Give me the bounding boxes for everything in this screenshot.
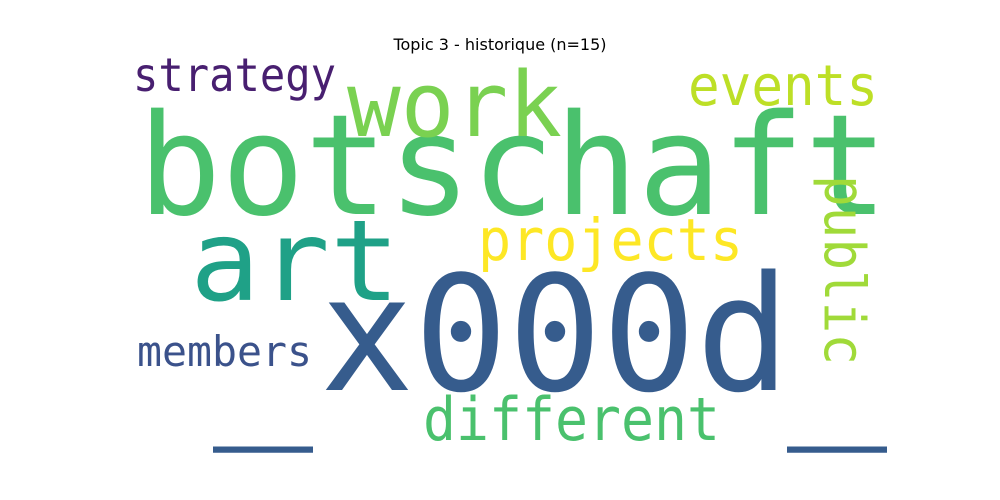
word-x000d: x000d — [320, 241, 790, 428]
word-underscore-2: _ — [787, 266, 888, 453]
word-underscore: _ — [213, 266, 314, 453]
word-events: events — [688, 54, 878, 119]
word-strategy: strategy — [133, 48, 336, 102]
word-art: art — [190, 197, 400, 327]
chart-title: Topic 3 - historique (n=15) — [393, 35, 607, 54]
word-botschaft: botschaft — [138, 85, 888, 248]
word-public: public — [811, 175, 876, 365]
word-members: members — [137, 327, 312, 376]
word-different: different — [423, 385, 720, 455]
word-projects: projects — [478, 206, 743, 274]
word-work: work — [347, 53, 562, 158]
